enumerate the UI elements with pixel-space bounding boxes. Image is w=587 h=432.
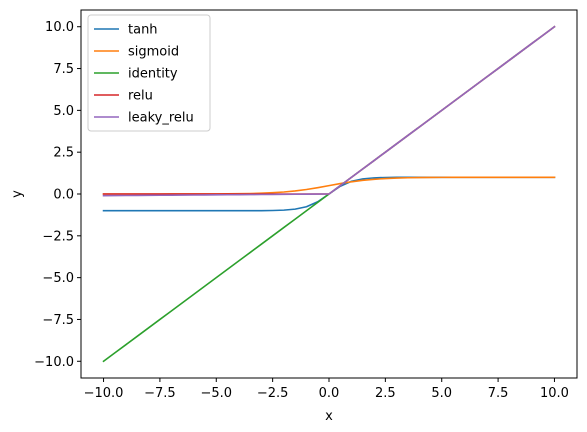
legend-label-leaky-relu: leaky_relu <box>128 111 194 126</box>
y-tick-label: 2.5 <box>53 146 74 161</box>
y-tick-label: −5.0 <box>42 271 74 286</box>
legend: tanh sigmoid identity relu leaky_relu <box>88 15 210 131</box>
x-tick-label: −7.5 <box>144 386 176 401</box>
y-tick-label: −7.5 <box>42 313 74 328</box>
legend-label-identity: identity <box>128 67 178 82</box>
x-tick-label: 10.0 <box>540 386 569 401</box>
y-tick-label: 7.5 <box>53 62 74 77</box>
y-tick-label: −10.0 <box>34 355 74 370</box>
x-tick-label: 7.5 <box>488 386 509 401</box>
y-axis-label: y <box>10 190 25 198</box>
x-tick-label: 2.5 <box>375 386 396 401</box>
x-tick-label: 0.0 <box>319 386 340 401</box>
y-tick-label: 5.0 <box>53 104 74 119</box>
y-tick-label: 10.0 <box>45 20 74 35</box>
legend-label-sigmoid: sigmoid <box>128 45 179 60</box>
x-tick-label: −5.0 <box>200 386 232 401</box>
legend-label-relu: relu <box>128 89 153 104</box>
y-tick-label: 0.0 <box>53 188 74 203</box>
y-tick-label: −2.5 <box>42 229 74 244</box>
x-tick-label: 5.0 <box>431 386 452 401</box>
legend-label-tanh: tanh <box>128 23 158 38</box>
x-tick-label: −10.0 <box>84 386 124 401</box>
x-tick-label: −2.5 <box>257 386 289 401</box>
x-axis-label: x <box>325 409 333 424</box>
